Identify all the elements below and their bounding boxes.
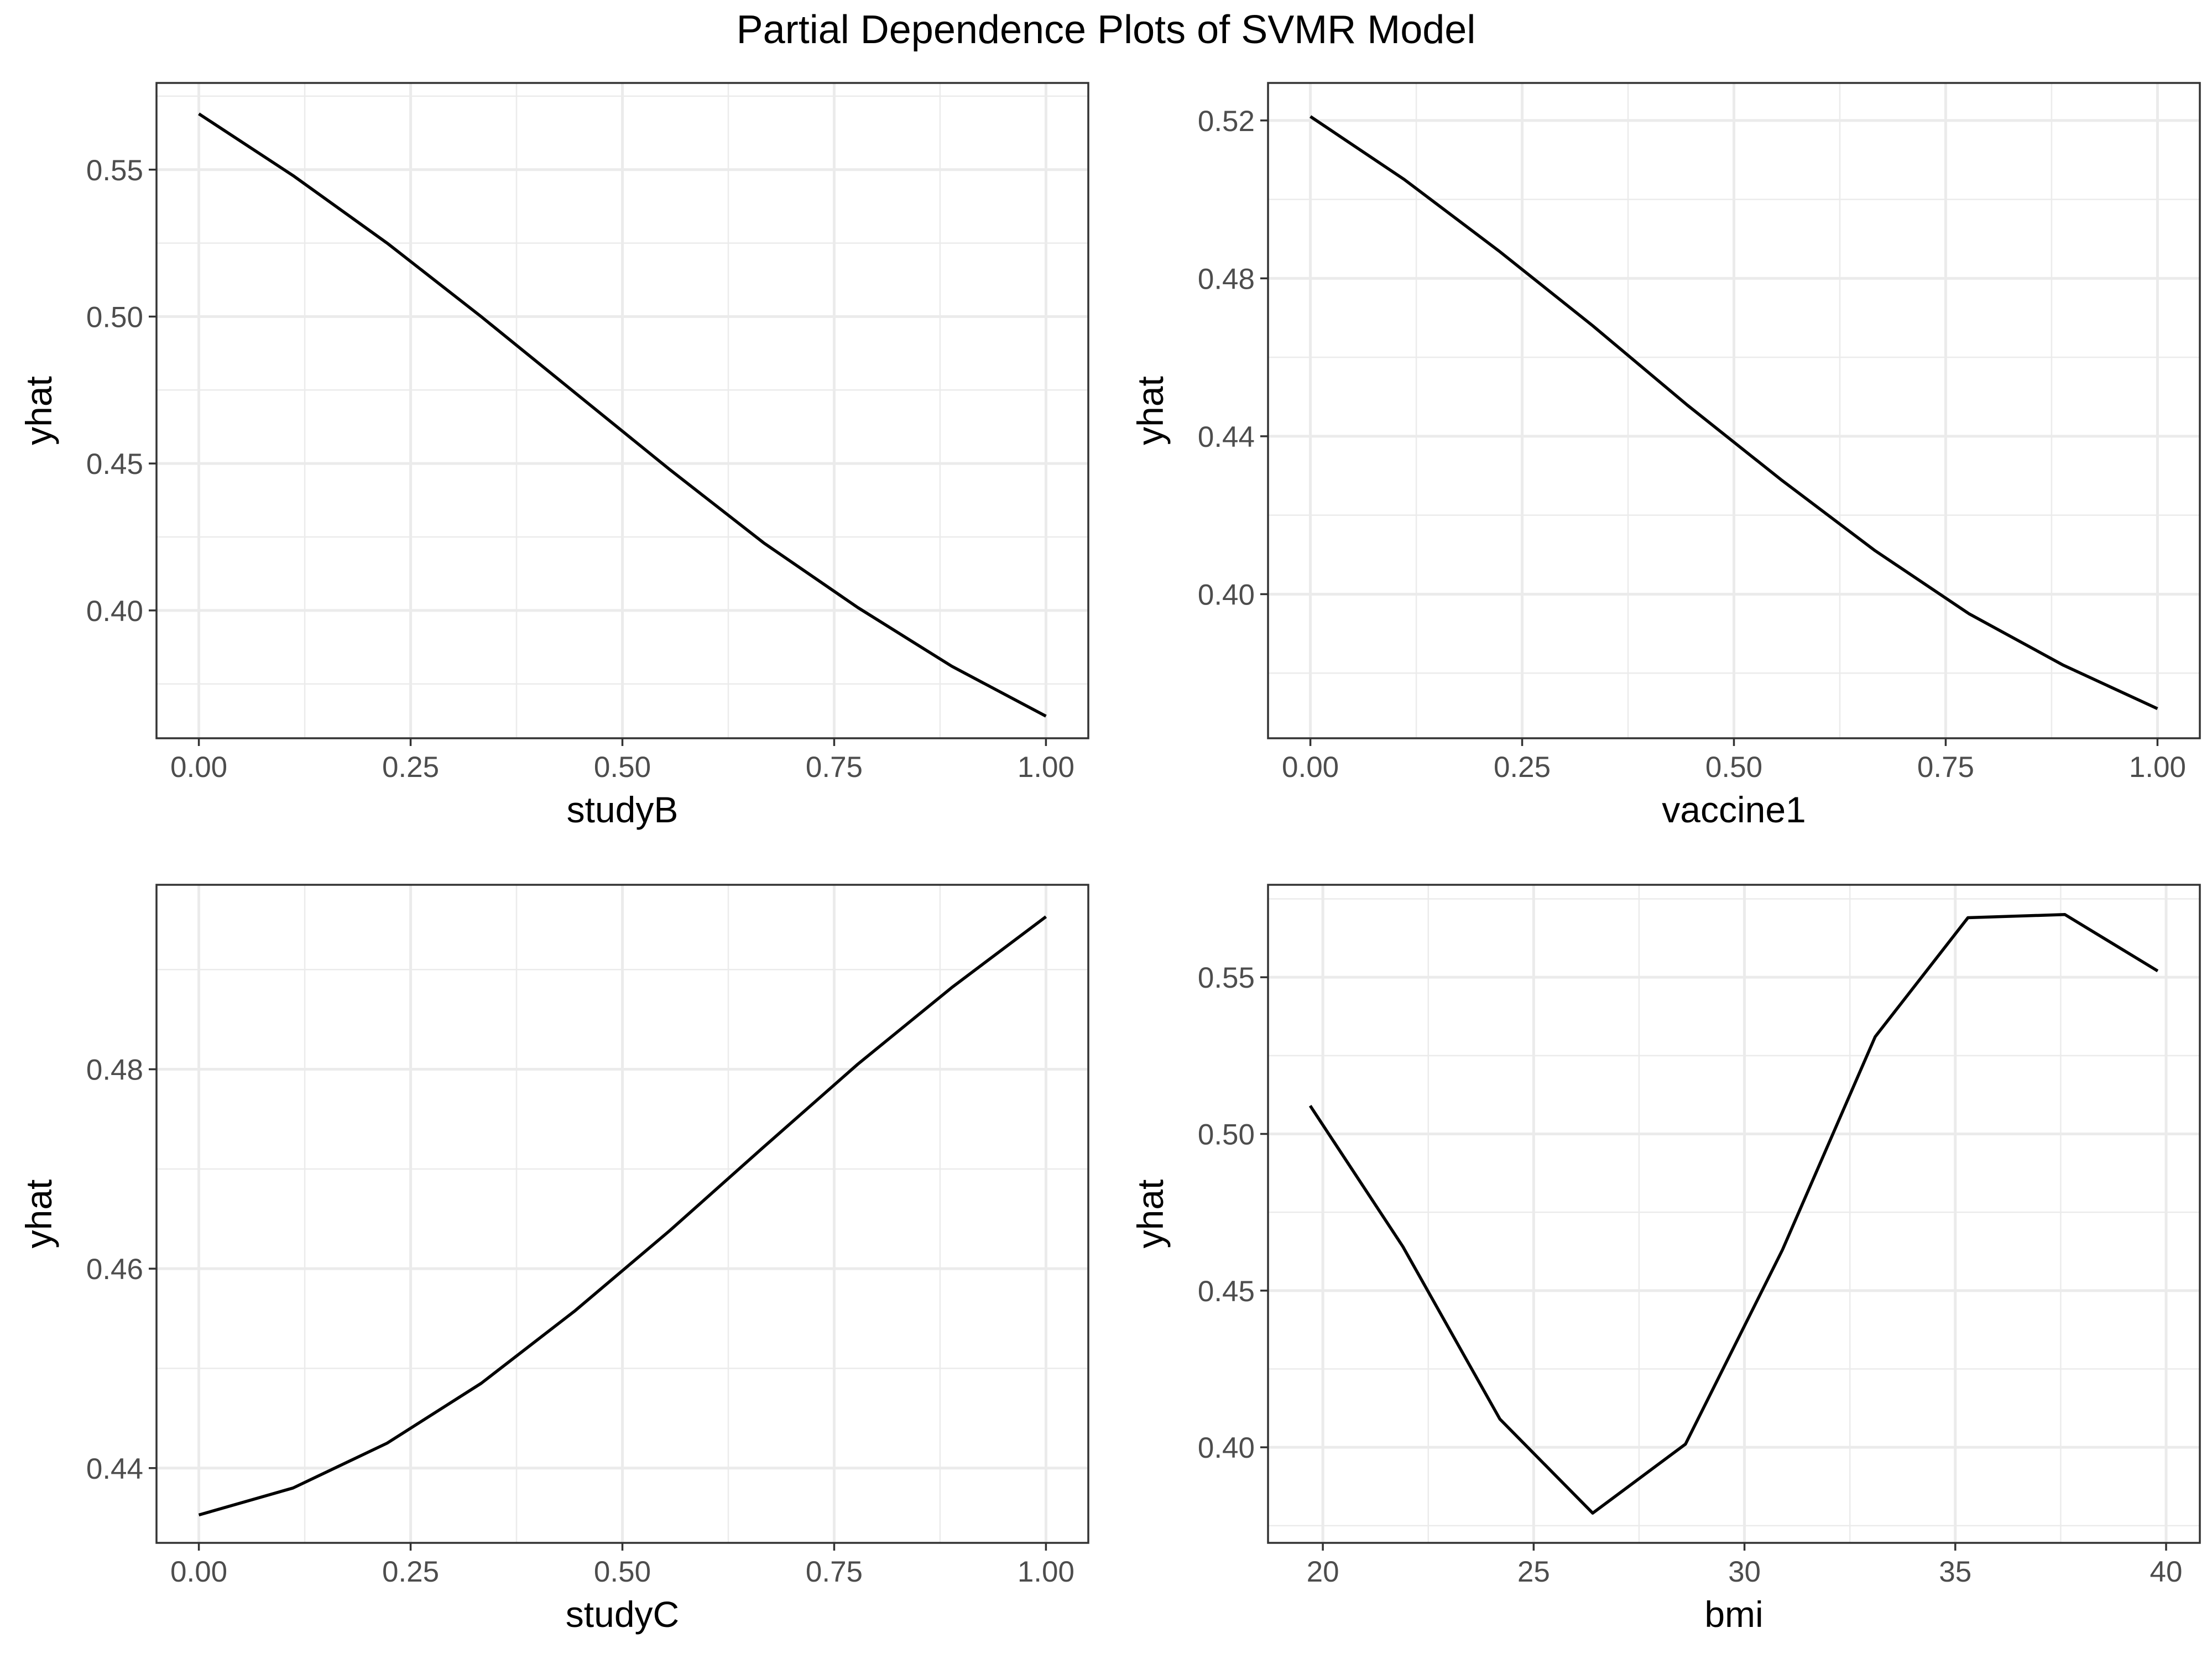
y-tick-label: 0.40 — [1198, 578, 1255, 611]
x-axis-title: studyB — [567, 789, 679, 830]
x-tick-label: 0.75 — [1917, 751, 1974, 784]
x-axis-title: vaccine1 — [1662, 789, 1806, 830]
x-tick-label: 40 — [2150, 1556, 2183, 1588]
y-tick-label: 0.48 — [1198, 263, 1255, 295]
x-tick-label: 30 — [1728, 1556, 1761, 1588]
pdp-series-line — [198, 112, 1047, 718]
x-tick-label: 1.00 — [1018, 751, 1074, 784]
pdp-panel-studyB: 0.00 0.25 0.50 0.75 1.00 0.40 0.45 0.50 0.55 stud… — [18, 82, 1089, 830]
pdp-panel-studyC: 0.00 0.25 0.50 0.75 1.00 0.44 0.46 0.48 studyC yh… — [18, 884, 1089, 1635]
x-tick-label: 0.25 — [382, 1556, 439, 1588]
x-tick-label: 20 — [1307, 1556, 1339, 1588]
y-tick-label: 0.40 — [1198, 1432, 1255, 1464]
pdp-panel-bmi: 20 25 30 35 40 0.40 0.45 0.50 0.55 bmi yhat — [1130, 884, 2201, 1635]
panel-background — [1268, 885, 2200, 1543]
y-tick-label: 0.50 — [86, 301, 143, 333]
x-tick-label: 1.00 — [2129, 751, 2186, 784]
y-tick-label: 0.45 — [1198, 1275, 1255, 1308]
pdp-series-line — [1308, 913, 2159, 1515]
x-tick-label: 0.00 — [1282, 751, 1339, 784]
y-tick-label: 0.44 — [1198, 421, 1255, 453]
y-tick-label: 0.45 — [86, 448, 143, 481]
x-axis-title: studyC — [566, 1594, 679, 1635]
y-tick-label: 0.55 — [1198, 962, 1255, 994]
x-tick-label: 0.00 — [170, 1556, 227, 1588]
y-axis-title: yhat — [1130, 1180, 1171, 1249]
y-axis-title: yhat — [18, 376, 59, 445]
x-tick-label: 0.50 — [594, 751, 651, 784]
figure-title: Partial Dependence Plots of SVMR Model — [737, 8, 1476, 52]
x-tick-label: 0.25 — [1494, 751, 1551, 784]
x-tick-label: 0.75 — [806, 751, 863, 784]
y-tick-label: 0.55 — [86, 154, 143, 187]
x-tick-label: 25 — [1517, 1556, 1550, 1588]
x-tick-label: 0.75 — [806, 1556, 863, 1588]
y-tick-label: 0.50 — [1198, 1119, 1255, 1151]
pdp-series-line — [1310, 115, 2158, 710]
x-tick-label: 1.00 — [1018, 1556, 1074, 1588]
panel-border — [1267, 884, 2201, 1544]
y-tick-label: 0.40 — [86, 595, 143, 628]
y-axis-title: yhat — [18, 1180, 59, 1249]
x-tick-label: 0.50 — [594, 1556, 651, 1588]
pdp-panel-vaccine1: 0.00 0.25 0.50 0.75 1.00 0.40 0.44 0.48 0.52 vacc… — [1130, 82, 2201, 830]
pdp-series-line — [198, 915, 1047, 1517]
x-tick-label: 0.00 — [170, 751, 227, 784]
y-tick-label: 0.44 — [86, 1453, 143, 1485]
x-tick-label: 0.25 — [382, 751, 439, 784]
x-axis-title: bmi — [1704, 1594, 1763, 1635]
y-tick-label: 0.52 — [1198, 105, 1255, 138]
x-tick-label: 0.50 — [1705, 751, 1762, 784]
y-tick-label: 0.46 — [86, 1253, 143, 1286]
y-axis-title: yhat — [1130, 376, 1171, 445]
y-tick-label: 0.48 — [86, 1054, 143, 1087]
x-tick-label: 35 — [1939, 1556, 1971, 1588]
